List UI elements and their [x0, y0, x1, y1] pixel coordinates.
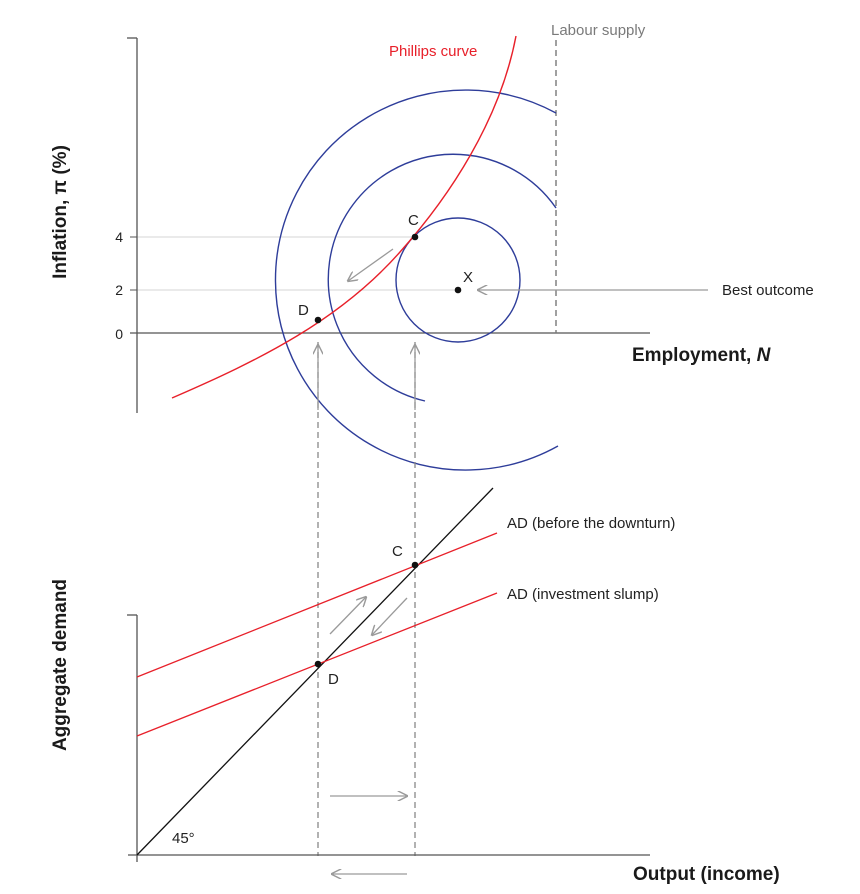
ad-before-label: AD (before the downturn) [507, 515, 675, 532]
point-c-upper [411, 233, 419, 241]
phillips-curve-label: Phillips curve [389, 43, 477, 60]
y-tick-4: 4 [115, 229, 123, 245]
upper-panel: 4 2 0 Inflation, π (%) Employment, N Lab… [50, 22, 814, 471]
y-tick-2: 2 [115, 282, 123, 298]
forty-five-degree-line [136, 487, 494, 856]
aggregate-demand-axis-title: Aggregate demand [50, 579, 71, 751]
point-d-lower-label: D [328, 671, 339, 688]
output-axis-title: Output (income) [633, 864, 780, 885]
connector-lines [318, 342, 415, 856]
lower-panel: Aggregate demand Output (income) 45° AD … [50, 487, 780, 885]
arrow-c-to-d-upper [348, 248, 394, 281]
indifference-curve-middle [327, 153, 557, 402]
arrow-down-along-45 [372, 597, 408, 635]
indifference-curve-outer [274, 89, 559, 471]
inflation-axis-title: Inflation, π (%) [50, 145, 71, 279]
ad-slump-label: AD (investment slump) [507, 586, 659, 603]
y-tick-0: 0 [115, 326, 123, 342]
arrow-up-along-45 [329, 597, 366, 635]
labour-supply-label: Labour supply [551, 22, 646, 39]
point-d-upper [314, 316, 322, 324]
ad-before-line [136, 532, 498, 678]
point-d-upper-label: D [298, 302, 309, 319]
phillips-curve [171, 35, 517, 399]
point-c-lower [411, 561, 419, 569]
best-outcome-label: Best outcome [722, 282, 814, 299]
point-c-upper-label: C [408, 212, 419, 229]
point-x-label: X [463, 269, 473, 286]
point-c-lower-label: C [392, 543, 403, 560]
point-d-lower [314, 660, 322, 668]
point-x [454, 286, 462, 294]
employment-axis-title: Employment, N [632, 345, 772, 366]
indifference-curve-inner [395, 217, 521, 343]
angle-label: 45° [172, 830, 195, 847]
